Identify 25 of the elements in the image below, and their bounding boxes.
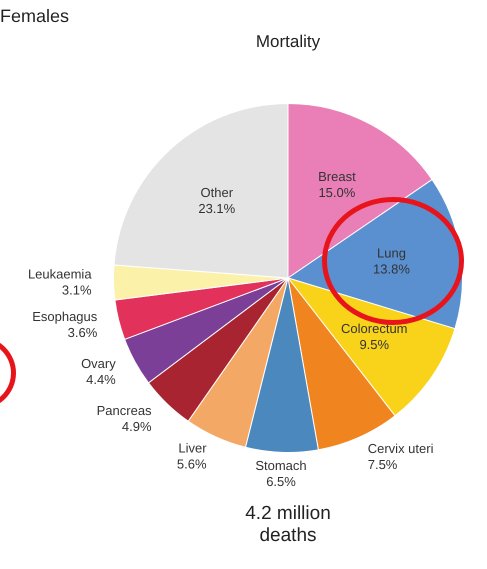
slice-label: Leukaemia (28, 266, 92, 282)
chart-subtitle: Mortality (254, 32, 322, 52)
data-label: 3.1% (62, 282, 92, 298)
slice-label: Other (200, 184, 234, 200)
data-label: 9.5% (359, 336, 390, 352)
slice-label: Colorectum (341, 320, 408, 336)
data-label: 3.6% (68, 324, 98, 340)
text: 4.2 million deaths (244, 503, 332, 547)
slice-label: Pancreas (96, 402, 152, 418)
data-label: 4.4% (86, 372, 116, 388)
data-label: 4.9% (122, 418, 152, 434)
slice-label: Cervix uteri (368, 441, 434, 456)
data-label: 23.1% (198, 200, 236, 216)
data-label: 7.5% (368, 457, 398, 472)
slice-label: Breast (318, 168, 356, 184)
slice-label: Stomach (255, 458, 307, 473)
data-label: 5.6% (176, 456, 207, 472)
chart-title: Females (0, 6, 70, 27)
data-label: 15.0% (318, 184, 356, 200)
slice-label: Lung (377, 246, 406, 261)
data-label: 6.5% (266, 474, 296, 489)
slice-label: Ovary (81, 356, 116, 372)
slice-label: Esophagus (32, 308, 98, 324)
slice-label: Liver (178, 440, 208, 456)
data-label: 13.8% (373, 262, 410, 277)
